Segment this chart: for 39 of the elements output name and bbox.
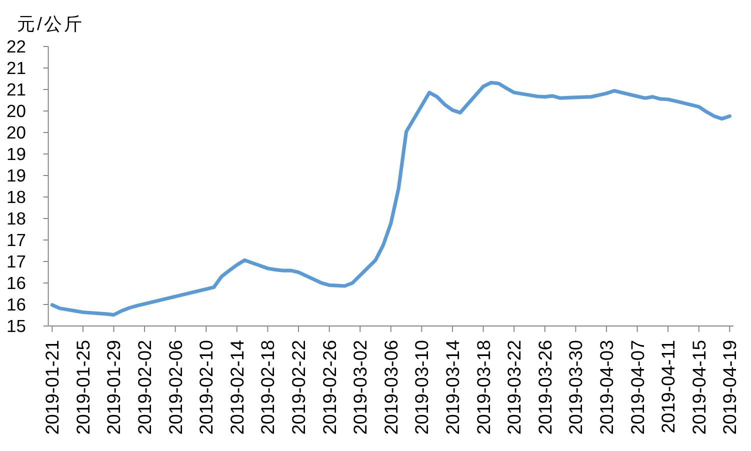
y-tick-label: 22 (6, 36, 26, 56)
y-tick-label: 19 (6, 144, 26, 164)
x-tick-label: 2019-04-03 (596, 340, 617, 435)
x-tick-label: 2019-01-25 (72, 340, 94, 435)
y-tick-label: 17 (6, 230, 26, 250)
x-tick-label: 2019-03-10 (411, 340, 432, 435)
y-tick-label: 18 (6, 208, 26, 228)
x-tick-label: 2019-02-26 (318, 340, 340, 435)
y-tick-label: 20 (6, 122, 26, 142)
y-tick-label: 15 (6, 316, 26, 336)
x-tick-label: 2019-03-22 (504, 340, 525, 435)
x-tick-label: 2019-03-02 (350, 340, 371, 435)
x-tick-label: 2019-02-02 (134, 340, 156, 435)
x-tick-label: 2019-02-14 (226, 340, 248, 435)
x-tick-label: 2019-03-06 (380, 340, 402, 435)
y-tick-label: 16 (6, 294, 26, 314)
y-tick-label: 18 (6, 187, 26, 207)
y-tick-label: 17 (6, 252, 26, 272)
y-tick-label: 21 (6, 58, 26, 78)
x-tick-label: 2019-02-22 (288, 340, 310, 435)
x-tick-label: 2019-02-10 (196, 340, 217, 435)
x-tick-label: 2019-02-06 (164, 340, 186, 435)
x-tick-label: 2019-01-29 (103, 340, 124, 435)
x-tick-label: 2019-03-14 (442, 340, 463, 435)
y-tick-label: 20 (6, 101, 26, 121)
x-tick-label: 2019-01-21 (42, 340, 63, 435)
y-tick-label: 19 (6, 166, 26, 186)
x-tick-label: 2019-04-19 (719, 340, 740, 435)
x-tick-label: 2019-04-11 (658, 340, 679, 434)
x-tick-label: 2019-04-15 (688, 340, 710, 435)
x-tick-label: 2019-03-26 (534, 340, 556, 435)
line-series (50, 80, 732, 317)
y-tick-label: 16 (6, 273, 26, 293)
y-axis-title: 元/公斤 (17, 14, 84, 34)
y-tick-label: 21 (6, 80, 26, 100)
x-tick-label: 2019-03-30 (565, 340, 586, 435)
x-tick-label: 2019-02-18 (257, 340, 278, 435)
x-tick-label: 2019-04-07 (626, 340, 648, 435)
x-tick-label: 2019-03-18 (472, 340, 494, 435)
